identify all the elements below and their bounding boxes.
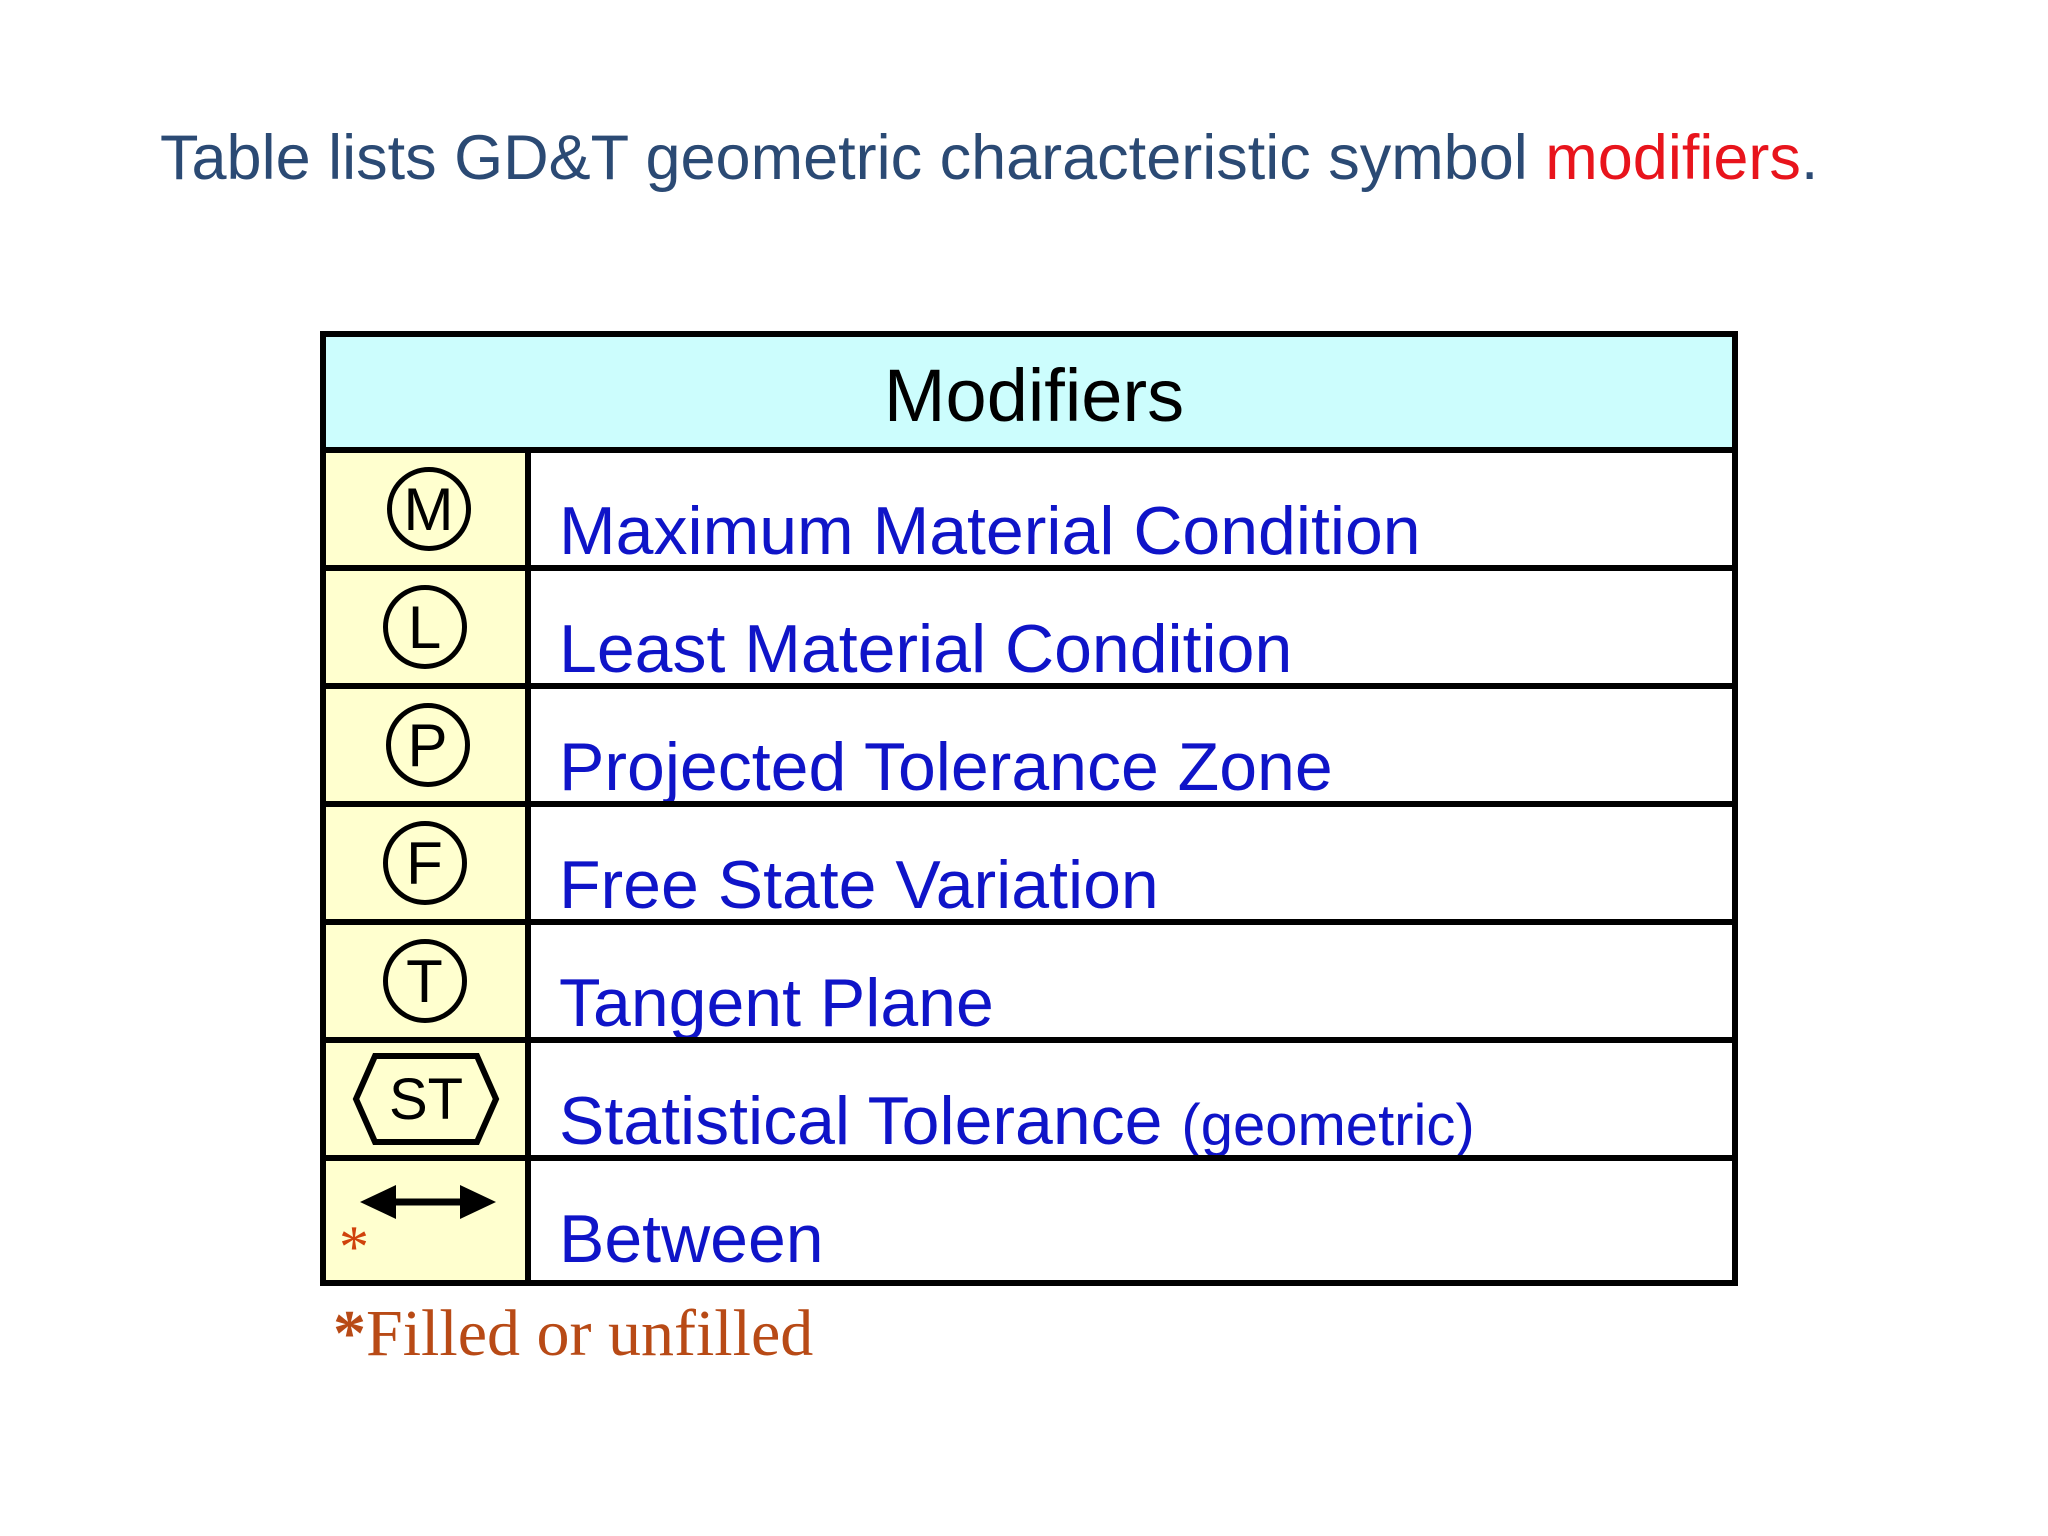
symbol-cell: L	[326, 571, 525, 683]
symbol-cell: P	[326, 689, 525, 801]
symbol-cell: ST	[326, 1043, 525, 1155]
asterisk-marker: *	[339, 1214, 369, 1280]
footnote: *Filled or unfilled	[333, 1296, 813, 1372]
symbol-cell: F	[326, 807, 525, 919]
table-row-lmc: L Least Material Condition	[326, 571, 1732, 689]
row-divider	[326, 683, 1732, 689]
row-divider	[326, 801, 1732, 807]
table-row-statistical: ST Statistical Tolerance (geometric)	[326, 1043, 1732, 1161]
row-label: Least Material Condition	[559, 611, 1293, 687]
circled-p-icon: P	[385, 703, 470, 787]
row-label: Statistical Tolerance (geometric)	[559, 1043, 1475, 1155]
row-divider	[326, 1155, 1732, 1161]
row-label-main: Statistical Tolerance	[559, 1083, 1163, 1159]
row-label-suffix: (geometric)	[1181, 1093, 1475, 1158]
table-row-projected: P Projected Tolerance Zone	[326, 689, 1732, 807]
row-label: Projected Tolerance Zone	[559, 729, 1333, 805]
table-row-between: * Between	[326, 1161, 1732, 1279]
row-label: Tangent Plane	[559, 965, 994, 1041]
symbol-cell: T	[326, 925, 525, 1037]
hexagon-st-icon: ST	[352, 1053, 499, 1145]
row-divider	[326, 565, 1732, 571]
row-divider	[326, 919, 1732, 925]
footnote-text: Filled or unfilled	[366, 1297, 814, 1370]
table-header: Modifiers	[326, 337, 1732, 453]
double-arrow-icon	[359, 1185, 496, 1219]
circled-m-icon: M	[386, 467, 471, 551]
circled-l-icon: L	[382, 585, 467, 669]
row-label: Between	[559, 1201, 824, 1277]
table-row-tangent: T Tangent Plane	[326, 925, 1732, 1043]
column-divider	[525, 453, 531, 1280]
hexagon-label: ST	[388, 1067, 462, 1132]
title-accent: modifiers	[1545, 123, 1801, 193]
footnote-marker: *	[333, 1297, 366, 1370]
row-divider	[326, 1037, 1732, 1043]
symbol-cell: M	[326, 453, 525, 565]
symbol-cell: *	[326, 1161, 525, 1277]
table-row-free-state: F Free State Variation	[326, 807, 1732, 925]
circled-t-icon: T	[382, 939, 467, 1023]
slide-title: Table lists GD&T geometric characteristi…	[160, 118, 1818, 198]
row-label: Free State Variation	[559, 847, 1159, 923]
table-row-mmc: M Maximum Material Condition	[326, 453, 1732, 571]
row-label: Maximum Material Condition	[559, 493, 1421, 569]
title-main: Table lists GD&T geometric characteristi…	[160, 123, 1546, 193]
table-header-label: Modifiers	[883, 353, 1185, 437]
circled-f-icon: F	[382, 821, 467, 905]
modifiers-table: Modifiers M Maximum Material Condition L…	[320, 331, 1738, 1286]
title-end: .	[1800, 123, 1819, 193]
